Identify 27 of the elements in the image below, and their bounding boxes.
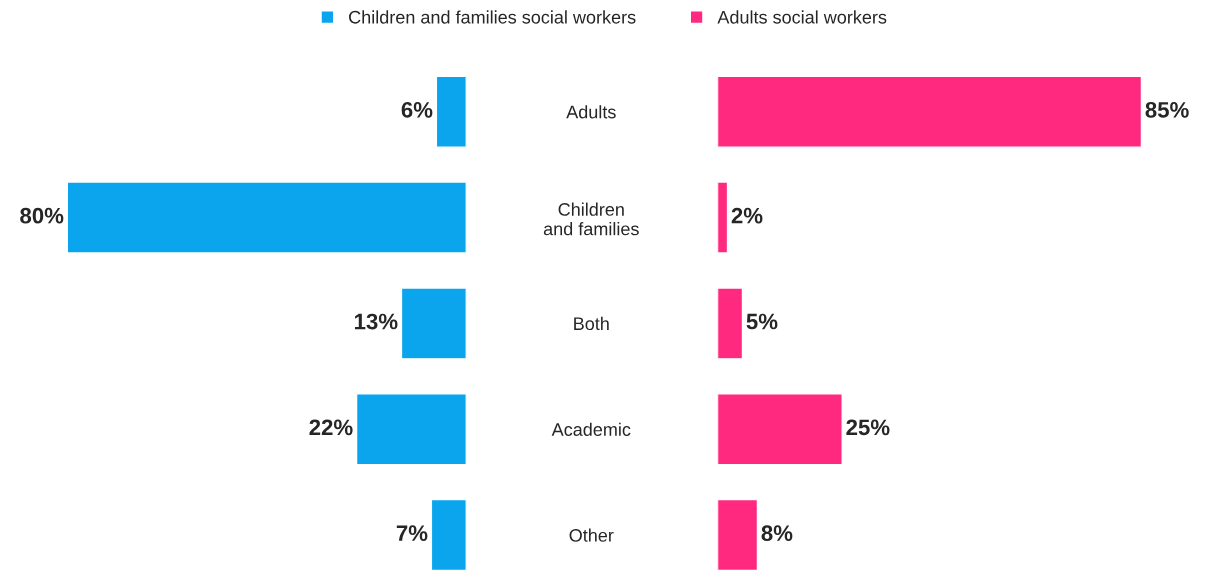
y-tick-label: Children and families [543, 202, 639, 236]
bar [717, 75, 1143, 148]
data-label: 7% [396, 525, 428, 541]
data-label: 8% [761, 525, 793, 542]
legend-label: Children and families social workers [349, 10, 636, 24]
data-label: 22% [309, 419, 353, 436]
bar [717, 287, 744, 360]
y-tick-label: Academic [551, 422, 631, 436]
data-label: 80% [20, 207, 64, 224]
bar [66, 181, 467, 254]
y-tick-label: Both [574, 316, 609, 331]
data-label: 5% [746, 313, 778, 330]
data-label: 6% [401, 101, 433, 118]
bar [400, 287, 467, 360]
bar [717, 181, 729, 254]
data-label: 85% [1145, 101, 1189, 118]
bar [717, 498, 759, 572]
bar [717, 393, 843, 466]
legend-label: Adults social workers [717, 10, 887, 24]
data-label: 25% [846, 419, 890, 436]
data-label: 2% [731, 207, 763, 224]
bar [355, 393, 467, 466]
bar [435, 75, 467, 148]
y-tick-label: Adults [566, 105, 616, 119]
bar [430, 498, 467, 572]
data-label: 13% [354, 313, 398, 330]
y-tick-label: Other [569, 528, 614, 542]
